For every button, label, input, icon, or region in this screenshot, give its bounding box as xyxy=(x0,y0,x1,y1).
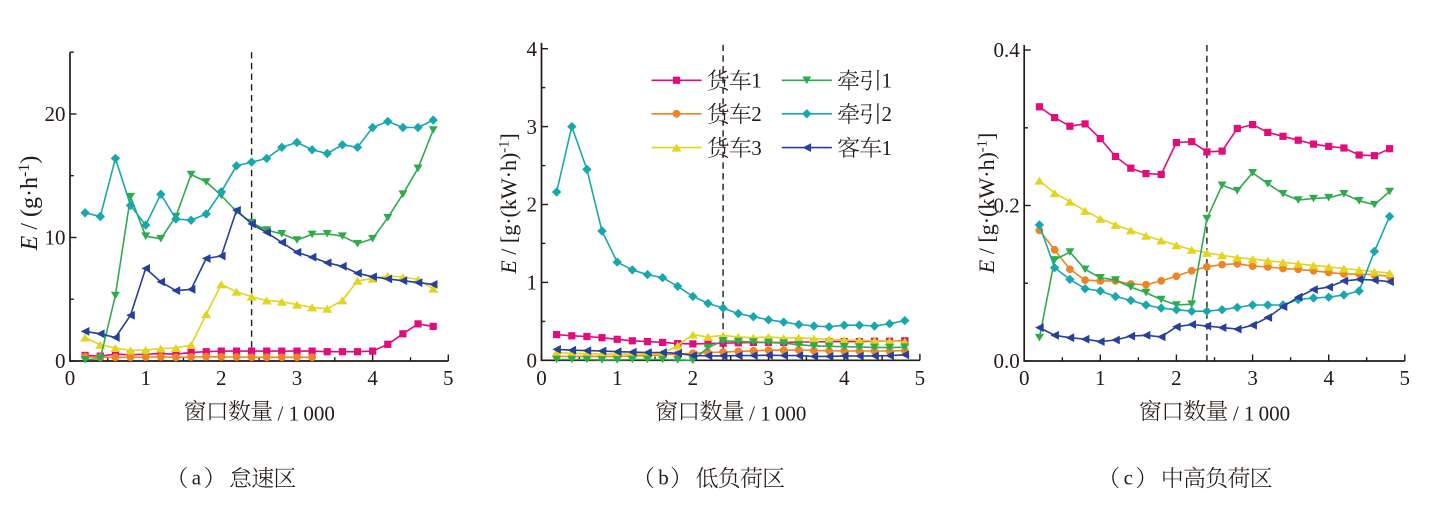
svg-text:/ 1 000: / 1 000 xyxy=(1228,401,1291,425)
svg-text:E / [g·(kW·h)-1]: E / [g·(kW·h)-1] xyxy=(974,133,999,274)
svg-text:/ 1 000: / 1 000 xyxy=(744,401,807,425)
svg-text:5: 5 xyxy=(915,366,926,390)
svg-text:0: 0 xyxy=(65,366,76,390)
svg-text:1: 1 xyxy=(751,69,762,93)
svg-text:5: 5 xyxy=(443,366,454,390)
svg-text:1: 1 xyxy=(882,136,893,160)
svg-text:2: 2 xyxy=(882,102,893,126)
svg-text:a: a xyxy=(192,466,202,490)
svg-text:3: 3 xyxy=(527,115,538,139)
svg-text:3: 3 xyxy=(763,366,774,390)
svg-text:0: 0 xyxy=(1019,366,1030,390)
svg-text:0: 0 xyxy=(55,349,66,373)
svg-text:E / (g·h-1): E / (g·h-1) xyxy=(16,156,43,252)
svg-text:1: 1 xyxy=(527,271,538,295)
svg-text:c: c xyxy=(1124,466,1133,490)
svg-text:3: 3 xyxy=(751,136,762,160)
svg-text:2: 2 xyxy=(527,193,538,217)
svg-text:2: 2 xyxy=(688,366,699,390)
svg-text:0: 0 xyxy=(527,349,538,373)
svg-text:10: 10 xyxy=(45,226,66,250)
svg-text:3: 3 xyxy=(292,366,303,390)
svg-text:1: 1 xyxy=(612,366,623,390)
svg-text:4: 4 xyxy=(839,366,850,390)
svg-text:0.2: 0.2 xyxy=(993,194,1019,218)
svg-text:20: 20 xyxy=(45,102,66,126)
svg-text:2: 2 xyxy=(751,102,762,126)
svg-text:/ 1 000: / 1 000 xyxy=(272,401,335,425)
svg-text:1: 1 xyxy=(140,366,151,390)
svg-text:0: 0 xyxy=(536,366,547,390)
svg-text:2: 2 xyxy=(216,366,227,390)
svg-text:0.0: 0.0 xyxy=(993,349,1019,373)
svg-text:3: 3 xyxy=(1247,366,1258,390)
svg-text:0.4: 0.4 xyxy=(993,38,1020,62)
svg-text:4: 4 xyxy=(367,366,378,390)
svg-text:E / [g·(kW·h)-1]: E / [g·(kW·h)-1] xyxy=(496,133,521,274)
svg-text:5: 5 xyxy=(1400,366,1411,390)
svg-text:2: 2 xyxy=(1171,366,1182,390)
svg-text:4: 4 xyxy=(1323,366,1334,390)
svg-text:4: 4 xyxy=(527,37,538,61)
svg-text:1: 1 xyxy=(882,69,893,93)
svg-text:1: 1 xyxy=(1095,366,1106,390)
svg-text:b: b xyxy=(658,466,669,490)
